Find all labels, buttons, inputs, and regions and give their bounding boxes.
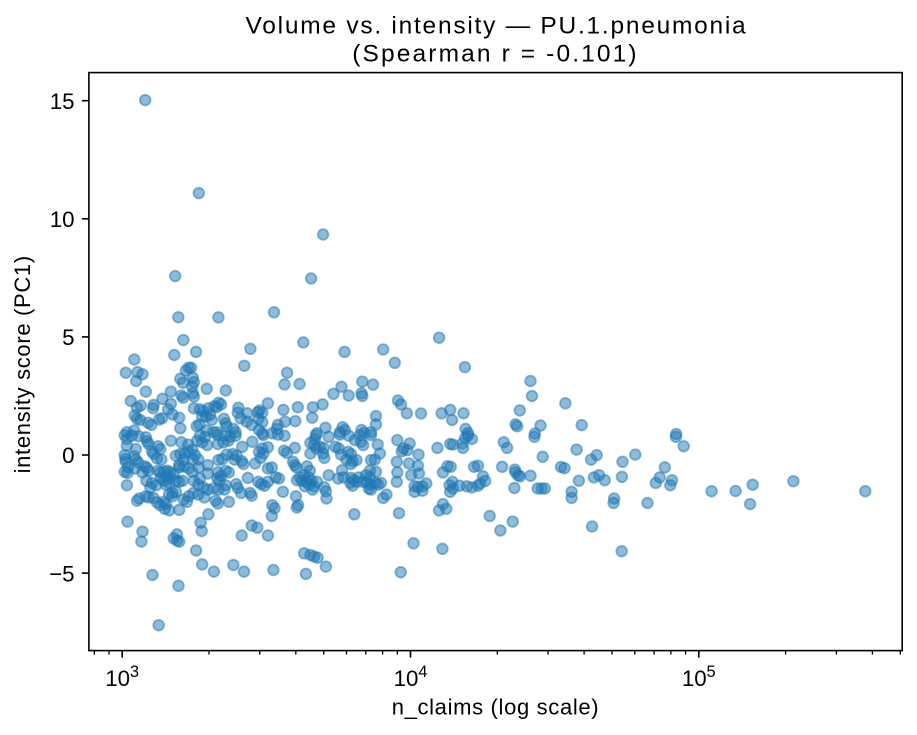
svg-text:3: 3 — [130, 663, 139, 681]
svg-text:intensity score (PC1): intensity score (PC1) — [10, 255, 35, 473]
svg-text:10: 10 — [682, 666, 707, 691]
svg-text:5: 5 — [707, 663, 716, 681]
svg-text:(Spearman r = -0.101): (Spearman r = -0.101) — [352, 41, 638, 68]
svg-text:15: 15 — [50, 89, 75, 114]
svg-text:5: 5 — [62, 325, 74, 350]
svg-text:0: 0 — [62, 443, 74, 468]
svg-text:−5: −5 — [49, 561, 74, 586]
svg-text:n_claims (log scale): n_claims (log scale) — [392, 695, 600, 720]
svg-text:10: 10 — [50, 207, 75, 232]
svg-text:4: 4 — [418, 663, 427, 681]
svg-text:10: 10 — [394, 666, 419, 691]
svg-text:10: 10 — [105, 666, 130, 691]
svg-text:Volume vs. intensity — PU.1.pn: Volume vs. intensity — PU.1.pneumonia — [246, 13, 748, 40]
